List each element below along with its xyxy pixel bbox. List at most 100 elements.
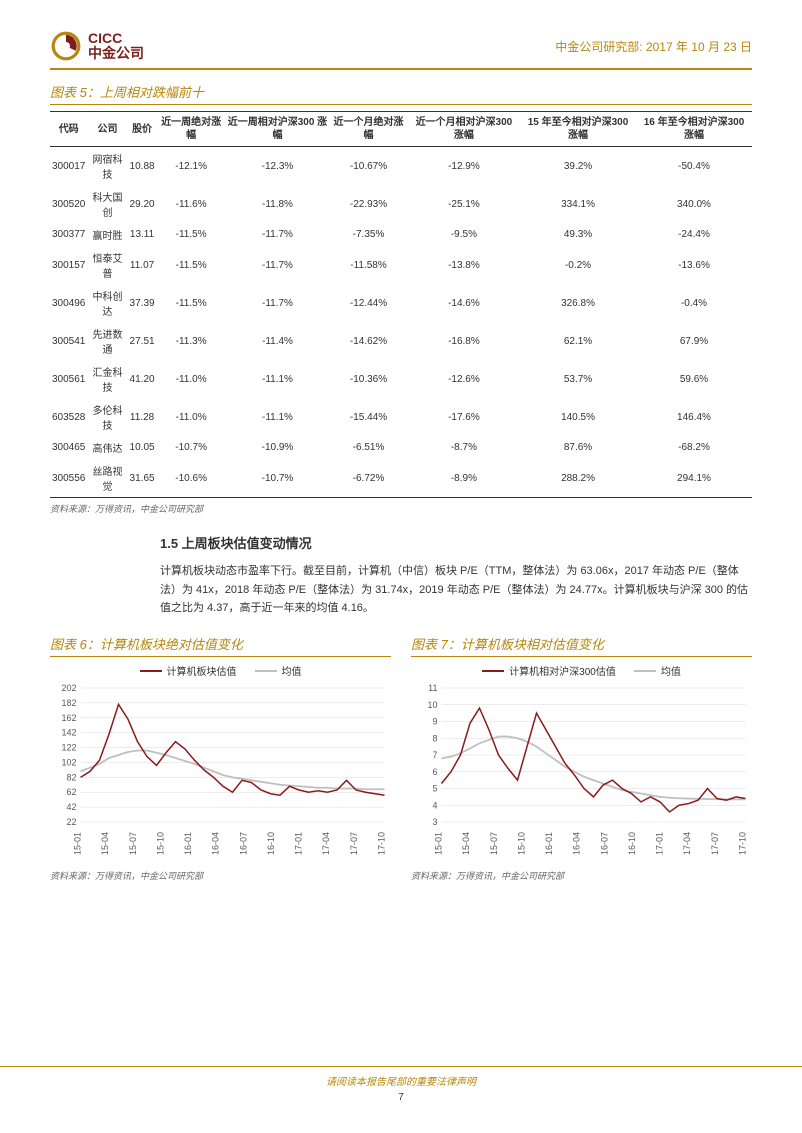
table-cell: 科大国创 xyxy=(87,185,127,223)
chart7: 3456789101115-0115-0415-0715-1016-0116-0… xyxy=(411,682,752,862)
svg-text:16-01: 16-01 xyxy=(183,832,193,855)
table-cell: -13.6% xyxy=(636,246,752,284)
table-cell: -11.6% xyxy=(157,185,226,223)
table5-col-5: 近一个月绝对涨幅 xyxy=(329,112,408,147)
svg-text:142: 142 xyxy=(61,728,76,738)
table-cell: 300377 xyxy=(50,223,87,246)
table-cell: 高伟达 xyxy=(87,436,127,459)
chart7-legend2: 均值 xyxy=(661,663,681,678)
table-cell: -8.9% xyxy=(408,459,520,498)
table-cell: -14.6% xyxy=(408,284,520,322)
svg-text:17-10: 17-10 xyxy=(738,832,748,855)
table-cell: 先进数通 xyxy=(87,322,127,360)
cicc-logo-icon xyxy=(50,30,82,62)
header-right: 中金公司研究部: 2017 年 10 月 23 日 xyxy=(555,38,752,55)
table-cell: -50.4% xyxy=(636,147,752,186)
page-header: CICC 中金公司 中金公司研究部: 2017 年 10 月 23 日 xyxy=(50,30,752,70)
table-row: 300157恒泰艾普11.07-11.5%-11.7%-11.58%-13.8%… xyxy=(50,246,752,284)
table5-col-7: 15 年至今相对沪深300 涨幅 xyxy=(520,112,636,147)
table-cell: -0.4% xyxy=(636,284,752,322)
table-cell: 340.0% xyxy=(636,185,752,223)
report-date: 2017 年 10 月 23 日 xyxy=(646,40,752,54)
table-cell: -11.3% xyxy=(157,322,226,360)
svg-text:17-01: 17-01 xyxy=(294,832,304,855)
chart6-legend: 计算机板块估值 均值 xyxy=(50,663,391,678)
table-cell: -11.1% xyxy=(226,398,330,436)
table-cell: 49.3% xyxy=(520,223,636,246)
dept-label: 中金公司研究部: xyxy=(555,40,642,54)
table-cell: -22.93% xyxy=(329,185,408,223)
table-row: 300556丝路视觉31.65-10.6%-10.7%-6.72%-8.9%28… xyxy=(50,459,752,498)
chart7-legend: 计算机相对沪深300估值 均值 xyxy=(411,663,752,678)
table-cell: 中科创达 xyxy=(87,284,127,322)
table-cell: -8.7% xyxy=(408,436,520,459)
table-cell: -11.4% xyxy=(226,322,330,360)
table-row: 603528多伦科技11.28-11.0%-11.1%-15.44%-17.6%… xyxy=(50,398,752,436)
table5-source: 资料来源：万得资讯，中金公司研究部 xyxy=(50,502,752,515)
svg-text:22: 22 xyxy=(66,817,76,827)
table-cell: 62.1% xyxy=(520,322,636,360)
svg-text:16-04: 16-04 xyxy=(572,832,582,855)
svg-text:15-10: 15-10 xyxy=(516,832,526,855)
svg-text:122: 122 xyxy=(61,743,76,753)
table-cell: 29.20 xyxy=(128,185,157,223)
table-cell: 网宿科技 xyxy=(87,147,127,186)
chart6-legend2: 均值 xyxy=(282,663,302,678)
svg-text:202: 202 xyxy=(61,683,76,693)
table-row: 300017网宿科技10.88-12.1%-12.3%-10.67%-12.9%… xyxy=(50,147,752,186)
table-cell: -11.7% xyxy=(226,284,330,322)
table-cell: -11.8% xyxy=(226,185,330,223)
table-cell: -9.5% xyxy=(408,223,520,246)
svg-text:16-07: 16-07 xyxy=(599,832,609,855)
svg-text:16-10: 16-10 xyxy=(266,832,276,855)
table-cell: -10.36% xyxy=(329,360,408,398)
table5-col-0: 代码 xyxy=(50,112,87,147)
table-cell: 87.6% xyxy=(520,436,636,459)
table-cell: 31.65 xyxy=(128,459,157,498)
svg-text:17-04: 17-04 xyxy=(682,832,692,855)
table-cell: -17.6% xyxy=(408,398,520,436)
table-cell: 334.1% xyxy=(520,185,636,223)
svg-text:15-01: 15-01 xyxy=(434,832,444,855)
logo-text-bottom: 中金公司 xyxy=(88,46,144,61)
table-cell: 300465 xyxy=(50,436,87,459)
chart6-source: 资料来源：万得资讯，中金公司研究部 xyxy=(50,869,391,882)
table-cell: -11.0% xyxy=(157,360,226,398)
table-cell: -24.4% xyxy=(636,223,752,246)
table-cell: -7.35% xyxy=(329,223,408,246)
table-cell: -10.7% xyxy=(157,436,226,459)
table-cell: -15.44% xyxy=(329,398,408,436)
table-cell: 146.4% xyxy=(636,398,752,436)
section-text: 计算机板块动态市盈率下行。截至目前，计算机（中信）板块 P/E（TTM，整体法）… xyxy=(160,562,752,618)
table-cell: -13.8% xyxy=(408,246,520,284)
table-cell: 300157 xyxy=(50,246,87,284)
table-cell: 汇金科技 xyxy=(87,360,127,398)
table-cell: 41.20 xyxy=(128,360,157,398)
svg-text:15-10: 15-10 xyxy=(155,832,165,855)
svg-text:62: 62 xyxy=(66,787,76,797)
table-cell: 59.6% xyxy=(636,360,752,398)
svg-text:16-01: 16-01 xyxy=(544,832,554,855)
table-row: 300496中科创达37.39-11.5%-11.7%-12.44%-14.6%… xyxy=(50,284,752,322)
svg-text:17-04: 17-04 xyxy=(321,832,331,855)
table-cell: 300541 xyxy=(50,322,87,360)
table5-col-2: 股价 xyxy=(128,112,157,147)
table-cell: -11.1% xyxy=(226,360,330,398)
chart7-title: 图表 7：计算机板块相对估值变化 xyxy=(411,634,752,657)
table-cell: -12.9% xyxy=(408,147,520,186)
table-cell: -10.9% xyxy=(226,436,330,459)
svg-text:15-07: 15-07 xyxy=(128,832,138,855)
svg-text:17-07: 17-07 xyxy=(710,832,720,855)
table-cell: 恒泰艾普 xyxy=(87,246,127,284)
svg-text:15-04: 15-04 xyxy=(100,832,110,855)
svg-text:4: 4 xyxy=(432,800,437,810)
svg-text:15-04: 15-04 xyxy=(461,832,471,855)
logo: CICC 中金公司 xyxy=(50,30,144,62)
table-cell: 11.28 xyxy=(128,398,157,436)
svg-text:6: 6 xyxy=(432,767,437,777)
table-cell: 13.11 xyxy=(128,223,157,246)
svg-text:3: 3 xyxy=(432,817,437,827)
table-cell: 603528 xyxy=(50,398,87,436)
svg-text:17-07: 17-07 xyxy=(349,832,359,855)
table5-col-4: 近一周相对沪深300 涨幅 xyxy=(226,112,330,147)
